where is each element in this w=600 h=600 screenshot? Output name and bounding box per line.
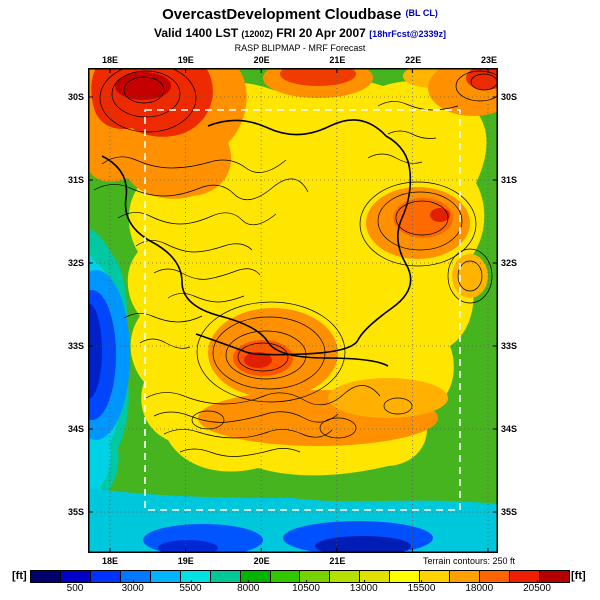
- terrain-contours-note: Terrain contours: 250 ft: [422, 556, 515, 566]
- valid-time: Valid 1400 LST: [153, 25, 239, 40]
- lon-tick-label: 23E: [480, 55, 498, 65]
- colorbar: [30, 570, 570, 583]
- lat-tick-label: 35S: [501, 507, 518, 517]
- colorbar-segment: [419, 571, 450, 582]
- colorbar-segment: [239, 571, 270, 582]
- colorbar-segment: [509, 571, 539, 582]
- colorbar-segment: [329, 571, 360, 582]
- valid-date: FRI 20 Apr 2007: [276, 25, 366, 40]
- colorbar-segment: [179, 571, 210, 582]
- colorbar-segment: [359, 571, 390, 582]
- cloudbase-map-svg: [88, 68, 498, 553]
- colorbar-segment: [149, 571, 180, 582]
- colorbar-label: 20500: [523, 580, 551, 594]
- lon-tick-label: 20E: [253, 556, 270, 566]
- lat-tick-label: 31S: [501, 175, 518, 185]
- colorbar-segment: [269, 571, 300, 582]
- colorbar-segment: [389, 571, 420, 582]
- colorbar-segment: [31, 571, 60, 582]
- lon-tick-label: 19E: [177, 556, 194, 566]
- lon-tick-label: 18E: [101, 556, 119, 566]
- valid-time-zulu: (1200Z): [241, 28, 273, 39]
- colorbar-label: 15500: [407, 580, 436, 594]
- map-plot: [88, 68, 498, 553]
- colorbar-label: 3000: [121, 580, 144, 594]
- colorbar-label: 5500: [179, 580, 202, 594]
- colorbar-unit-right: [ft]: [571, 570, 586, 582]
- model-line: RASP BLIPMAP - MRF Forecast: [234, 42, 366, 53]
- lat-tick-label: 33S: [501, 341, 518, 351]
- lon-tick-label: 19E: [177, 55, 194, 65]
- colorbar-segment: [538, 571, 569, 582]
- plot-header: OvercastDevelopment Cloudbase (BL CL) Va…: [0, 6, 600, 54]
- colorbar-label: 500: [66, 580, 84, 594]
- colorbar-segment: [89, 571, 120, 582]
- colorbar-segment: [119, 571, 150, 582]
- plot-title-line: OvercastDevelopment Cloudbase (BL CL): [0, 6, 600, 25]
- lon-tick-label: 21E: [329, 556, 346, 566]
- valid-time-line: Valid 1400 LST (1200Z) FRI 20 Apr 2007 […: [0, 26, 600, 41]
- colorbar-segment: [479, 571, 509, 582]
- lat-tick-label: 34S: [67, 424, 84, 434]
- lat-tick-label: 32S: [67, 258, 84, 268]
- lon-tick-label: 21E: [329, 55, 346, 65]
- lat-tick-label: 30S: [67, 92, 84, 102]
- lon-tick-label: 22E: [405, 55, 422, 65]
- lat-tick-label: 31S: [67, 175, 84, 185]
- colorbar-segment: [449, 571, 480, 582]
- colorbar-segment: [59, 571, 90, 582]
- colorbar-label: 10500: [292, 580, 320, 594]
- map-frame: [88, 68, 498, 553]
- cloudbase-field: [88, 68, 498, 553]
- colorbar-unit-left: [ft]: [12, 570, 27, 582]
- grid-lines: [88, 68, 498, 553]
- terrain-contours: [93, 68, 498, 457]
- plot-title-suffix: (BL CL): [405, 8, 438, 18]
- plot-title: OvercastDevelopment Cloudbase: [162, 6, 402, 23]
- lon-tick-label: 20E: [253, 55, 270, 65]
- colorbar-segment: [299, 571, 330, 582]
- colorbar-segment: [209, 571, 240, 582]
- lon-tick-label: 18E: [101, 55, 119, 65]
- forecast-cycle: [18hrFcst@2339z]: [369, 28, 446, 39]
- colorbar-label: 8000: [237, 580, 260, 594]
- lat-tick-label: 30S: [501, 92, 518, 102]
- lat-tick-label: 34S: [501, 424, 518, 434]
- lat-tick-label: 33S: [67, 341, 84, 351]
- colorbar-label: 18000: [465, 580, 494, 594]
- domain-outline-box: [144, 109, 461, 511]
- colorbar-label: 13000: [349, 580, 378, 594]
- lat-tick-label: 35S: [67, 507, 84, 517]
- lat-tick-label: 32S: [501, 258, 518, 268]
